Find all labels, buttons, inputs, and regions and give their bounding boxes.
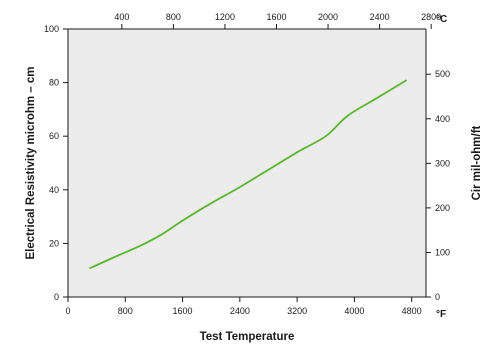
y-right-tick-label: 500 xyxy=(435,69,450,79)
x-bottom-tick-label: 4000 xyxy=(344,306,364,316)
x-top-tick-label: 1600 xyxy=(266,12,286,22)
y-left-tick-label: 20 xyxy=(49,238,59,248)
x-top-tick-label: 2400 xyxy=(370,12,390,22)
x-top-tick-label: 400 xyxy=(114,12,129,22)
x-top-tick-label: 2000 xyxy=(318,12,338,22)
y-right-tick-label: 400 xyxy=(435,114,450,124)
x-top-tick-label: 800 xyxy=(166,12,181,22)
plot-area xyxy=(68,29,426,297)
x-bottom-tick-label: 800 xyxy=(118,306,133,316)
y-right-tick-label: 300 xyxy=(435,158,450,168)
x-axis-label: Test Temperature xyxy=(200,331,295,343)
x-top-unit: °C xyxy=(436,14,447,25)
x-bottom-unit: °F xyxy=(436,309,446,320)
x-top-tick-label: 1200 xyxy=(215,12,235,22)
x-top-tick-label: 2800 xyxy=(421,12,441,22)
x-bottom-tick-label: 0 xyxy=(65,306,70,316)
y-left-tick-label: 80 xyxy=(49,78,59,88)
x-bottom-tick-label: 2400 xyxy=(230,306,250,316)
y-left-tick-label: 100 xyxy=(44,24,59,34)
series-layer xyxy=(89,79,407,269)
y-left-tick-label: 40 xyxy=(49,185,59,195)
y-axis-left-label: Electrical Resistivity microhm – cm xyxy=(25,66,37,259)
y-left-tick-label: 60 xyxy=(49,131,59,141)
y-left-tick-label: 0 xyxy=(54,292,59,302)
y-axis-right-label: Cir mil-ohm/ft xyxy=(471,125,483,200)
x-bottom-tick-label: 1600 xyxy=(173,306,193,316)
y-right-tick-label: 200 xyxy=(435,203,450,213)
x-bottom-tick-label: 3200 xyxy=(287,306,307,316)
x-bottom-tick-label: 4800 xyxy=(402,306,422,316)
y-right-tick-label: 100 xyxy=(435,247,450,257)
series-line xyxy=(89,79,407,269)
y-right-tick-label: 0 xyxy=(435,292,440,302)
